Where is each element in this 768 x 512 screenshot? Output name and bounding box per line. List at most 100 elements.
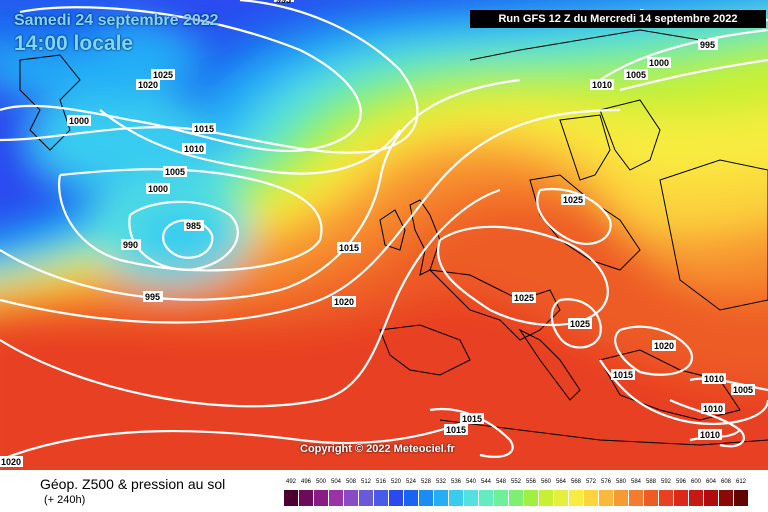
colorscale-swatch: [314, 490, 328, 506]
isobar-label: 1010: [701, 403, 725, 414]
colorscale-swatch: [539, 490, 553, 506]
product-title: Géop. Z500 & pression au sol: [40, 476, 226, 492]
colorscale-swatch: [734, 490, 748, 506]
svg-text:1000: 1000: [148, 184, 168, 194]
svg-text:1010: 1010: [184, 144, 204, 154]
colorscale-label: 608: [720, 479, 731, 485]
colorscale-swatch: [584, 490, 598, 506]
colorscale-label: 600: [690, 479, 701, 485]
colorscale-labels: 492 496 500 504 508 512 516 520 524 528 532 536 540 5…: [284, 479, 754, 489]
isobar-label: 1015: [192, 123, 216, 134]
svg-text:1010: 1010: [703, 404, 723, 414]
colorscale-swatch: [344, 490, 358, 506]
colorscale-label: 528: [420, 479, 431, 485]
isobar-label: 1015: [460, 413, 484, 424]
colorscale-swatch: [479, 490, 493, 506]
colorscale-swatch: [719, 490, 733, 506]
colorscale-swatch: [674, 490, 688, 506]
isobar-label: 1020: [136, 79, 160, 90]
svg-text:990: 990: [123, 240, 138, 250]
colorscale-label: 516: [375, 479, 386, 485]
isobar-label: 1010: [702, 373, 726, 384]
isobar-label: 1020: [0, 456, 23, 467]
svg-text:1000: 1000: [649, 58, 669, 68]
svg-text:1015: 1015: [194, 124, 214, 134]
colorscale-swatch: [374, 490, 388, 506]
isobar-label: 1025: [151, 69, 175, 80]
colorscale-label: 568: [570, 479, 581, 485]
isobar-label: 1000: [146, 183, 170, 194]
copyright-notice: Copyright © 2022 Meteociel.fr: [300, 443, 455, 455]
colorscale-swatch: [299, 490, 313, 506]
svg-text:1020: 1020: [1, 457, 21, 467]
weather-map: 1025 1020 1015 1010 1005 1000 1000 995 9…: [0, 0, 768, 470]
isobar-label: 1020: [652, 340, 676, 351]
svg-text:1020: 1020: [654, 341, 674, 351]
colorscale-swatch: [464, 490, 478, 506]
colorscale-swatch: [554, 490, 568, 506]
colorscale-swatch: [449, 490, 463, 506]
colorscale-swatch: [524, 490, 538, 506]
svg-text:1005: 1005: [165, 167, 185, 177]
colorscale-bar: [284, 490, 748, 506]
isobar-label: 1025: [512, 292, 536, 303]
isobar-label: 1005: [731, 384, 755, 395]
isobar-label: 985: [184, 220, 204, 231]
valid-time: 14:00 locale: [14, 32, 134, 55]
isobar-label: 1020: [332, 296, 356, 307]
svg-text:1010: 1010: [704, 374, 724, 384]
colorscale-swatch: [329, 490, 343, 506]
colorscale-swatch: [689, 490, 703, 506]
svg-text:1005: 1005: [733, 385, 753, 395]
colorscale-label: 576: [600, 479, 611, 485]
isobar-label: 990: [121, 239, 141, 250]
colorscale-label: 508: [345, 479, 356, 485]
colorscale-label: 572: [585, 479, 596, 485]
svg-text:1015: 1015: [613, 370, 633, 380]
colorscale-label: 592: [660, 479, 671, 485]
isobar-labels: 1025 1020 1015 1010 1005 1000 1000 995 9…: [0, 0, 755, 467]
colorscale-label: 604: [705, 479, 716, 485]
colorscale-label: 504: [330, 479, 341, 485]
svg-text:1025: 1025: [514, 293, 534, 303]
colorscale-label: 584: [630, 479, 641, 485]
isobar-label: 1010: [698, 429, 722, 440]
isobar-label: 1005: [624, 69, 648, 80]
colorscale-label: 532: [435, 479, 446, 485]
svg-text:995: 995: [276, 0, 291, 5]
colorscale-swatch: [419, 490, 433, 506]
svg-text:1000: 1000: [69, 116, 89, 126]
isobar-label: 1010: [182, 143, 206, 154]
isobar-label: 1025: [561, 194, 585, 205]
colorscale-label: 548: [495, 479, 506, 485]
colorscale-swatch: [644, 490, 658, 506]
colorscale-swatch: [704, 490, 718, 506]
isobar-label: 1005: [163, 166, 187, 177]
isobar-label: 1015: [444, 424, 468, 435]
svg-text:1025: 1025: [570, 319, 590, 329]
colorscale-swatch: [404, 490, 418, 506]
colorscale-swatch: [389, 490, 403, 506]
colorscale-label: 536: [450, 479, 461, 485]
colorscale-swatch: [599, 490, 613, 506]
svg-text:1010: 1010: [592, 80, 612, 90]
colorscale-swatch: [494, 490, 508, 506]
colorscale-swatch: [284, 490, 298, 506]
colorscale-label: 540: [465, 479, 476, 485]
svg-text:1015: 1015: [462, 414, 482, 424]
isobar-label: 995: [698, 39, 718, 50]
geopotential-field: [0, 0, 768, 470]
isobar-label: 1015: [611, 369, 635, 380]
isobar-label: 995: [274, 0, 294, 5]
colorscale-label: 564: [555, 479, 566, 485]
svg-text:1005: 1005: [626, 70, 646, 80]
colorscale-swatch: [659, 490, 673, 506]
isobars: [0, 0, 768, 460]
colorscale-swatch: [614, 490, 628, 506]
colorscale-label: 492: [285, 479, 296, 485]
svg-text:1025: 1025: [563, 195, 583, 205]
colorscale-label: 496: [300, 479, 311, 485]
svg-text:1015: 1015: [446, 425, 466, 435]
isobar-label: 1015: [337, 242, 361, 253]
isobar-label: 995: [143, 291, 163, 302]
